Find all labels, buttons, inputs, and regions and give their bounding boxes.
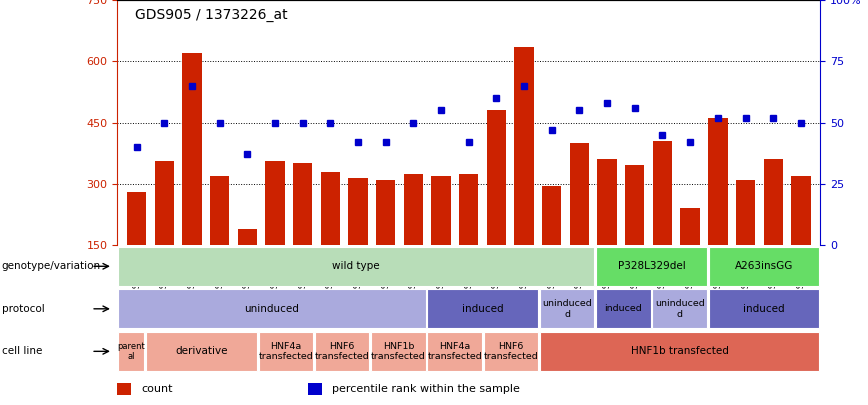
- Text: GDS905 / 1373226_at: GDS905 / 1373226_at: [135, 8, 287, 22]
- Text: HNF1b transfected: HNF1b transfected: [631, 346, 728, 356]
- Bar: [459, 174, 478, 245]
- Bar: [182, 53, 201, 245]
- Bar: [266, 161, 285, 245]
- Bar: [681, 208, 700, 245]
- Bar: [431, 176, 450, 245]
- Bar: [117, 383, 131, 395]
- Bar: [315, 332, 370, 371]
- Bar: [210, 176, 229, 245]
- Bar: [427, 289, 538, 328]
- Bar: [372, 332, 425, 371]
- Bar: [625, 165, 644, 245]
- Text: HNF4a
transfected: HNF4a transfected: [427, 342, 482, 361]
- Bar: [348, 178, 368, 245]
- Text: percentile rank within the sample: percentile rank within the sample: [332, 384, 520, 394]
- Bar: [118, 247, 595, 286]
- Text: uninduced
d: uninduced d: [542, 299, 592, 318]
- Text: induced: induced: [743, 304, 785, 314]
- Bar: [127, 192, 146, 245]
- Bar: [708, 289, 819, 328]
- Bar: [736, 180, 755, 245]
- Text: count: count: [141, 384, 173, 394]
- Bar: [542, 186, 562, 245]
- Text: HNF1b
transfected: HNF1b transfected: [371, 342, 426, 361]
- Bar: [708, 118, 727, 245]
- Text: P328L329del: P328L329del: [618, 261, 686, 271]
- Text: HNF6
transfected: HNF6 transfected: [483, 342, 538, 361]
- Bar: [596, 247, 707, 286]
- Bar: [376, 180, 395, 245]
- Text: A263insGG: A263insGG: [735, 261, 793, 271]
- Text: HNF4a
transfected: HNF4a transfected: [259, 342, 313, 361]
- Bar: [320, 172, 340, 245]
- Bar: [708, 247, 819, 286]
- Bar: [596, 289, 651, 328]
- Text: uninduced: uninduced: [245, 304, 299, 314]
- Bar: [293, 163, 312, 245]
- Text: HNF6
transfected: HNF6 transfected: [315, 342, 370, 361]
- Bar: [597, 159, 617, 245]
- Bar: [259, 332, 313, 371]
- Bar: [653, 289, 707, 328]
- Text: wild type: wild type: [332, 261, 380, 271]
- Bar: [118, 289, 425, 328]
- Text: genotype/variation: genotype/variation: [2, 261, 101, 271]
- Bar: [146, 332, 257, 371]
- Bar: [483, 332, 538, 371]
- Text: protocol: protocol: [2, 304, 44, 314]
- Bar: [653, 141, 672, 245]
- Text: parent
al: parent al: [117, 342, 145, 361]
- Bar: [427, 332, 482, 371]
- Bar: [487, 110, 506, 245]
- Text: induced: induced: [604, 304, 642, 313]
- Bar: [792, 176, 811, 245]
- Bar: [569, 143, 589, 245]
- Text: induced: induced: [462, 304, 503, 314]
- Bar: [515, 47, 534, 245]
- Text: uninduced
d: uninduced d: [654, 299, 705, 318]
- Bar: [540, 332, 819, 371]
- Text: derivative: derivative: [175, 346, 227, 356]
- Text: cell line: cell line: [2, 346, 43, 356]
- Bar: [404, 174, 423, 245]
- Bar: [308, 383, 322, 395]
- Bar: [764, 159, 783, 245]
- Bar: [540, 289, 595, 328]
- Bar: [238, 229, 257, 245]
- Bar: [118, 332, 144, 371]
- Bar: [155, 161, 174, 245]
